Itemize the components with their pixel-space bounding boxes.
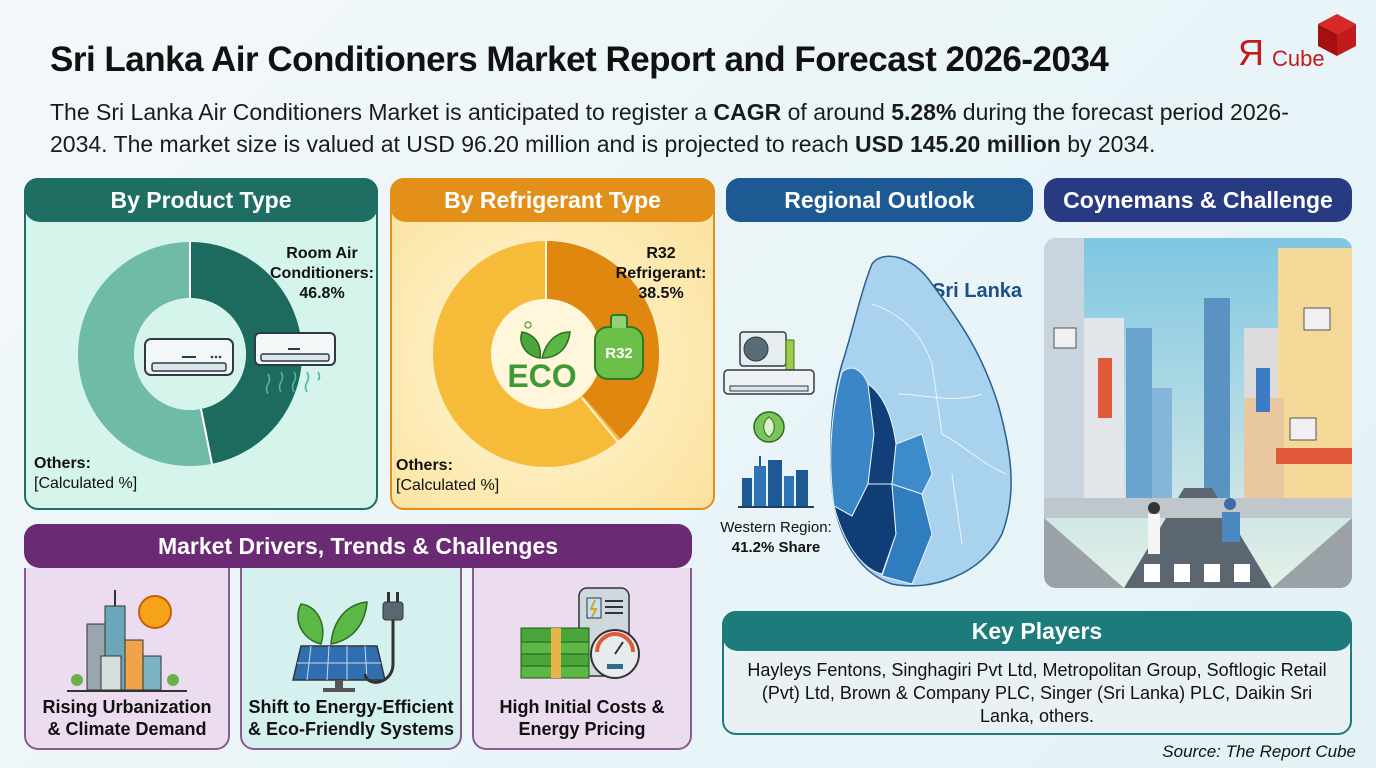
eco-text: ECO: [507, 358, 577, 394]
city-street-illustration: [1044, 238, 1352, 588]
eco-leaf-icon: [520, 321, 571, 359]
sri-lanka-map: [829, 255, 1012, 587]
others-title: Others:: [396, 457, 453, 474]
page-title: Sri Lanka Air Conditioners Market Report…: [50, 40, 1109, 79]
logo-letter: R: [1238, 32, 1264, 73]
label-line: Conditioners:: [270, 265, 374, 282]
driver-energy-efficient: Shift to Energy-Efficient & Eco-Friendly…: [240, 568, 462, 750]
driver-label: High Initial Costs & Energy Pricing: [474, 696, 690, 740]
cube-icon: [1318, 14, 1356, 56]
key-players-title: Key Players: [722, 611, 1352, 651]
western-region-label: Western Region: 41.2% Share: [716, 518, 836, 558]
driver-costs-pricing: High Initial Costs & Energy Pricing: [472, 568, 692, 750]
air-conditioner-icon: [144, 338, 234, 376]
others-label: Others: [Calculated %]: [34, 454, 137, 494]
logo-text: Cube: [1272, 46, 1325, 71]
product-type-title: By Product Type: [24, 178, 378, 222]
coynemans-title: Coynemans & Challenge: [1044, 178, 1352, 222]
driver-line: Rising Urbanization: [42, 697, 212, 717]
tank-label: R32: [605, 344, 633, 362]
country-label: Sri Lanka: [932, 280, 1023, 302]
solar-leaf-plug-icon: [292, 592, 404, 692]
r32-label: R32 Refrigerant: 38.5%: [606, 244, 716, 304]
refrigerant-type-title: By Refrigerant Type: [390, 178, 715, 222]
target-value: USD 145.20 million: [855, 131, 1061, 157]
driver-urbanization: Rising Urbanization & Climate Demand: [24, 568, 230, 750]
market-drivers-title: Market Drivers, Trends & Challenges: [24, 524, 692, 568]
label-line: Refrigerant:: [615, 265, 707, 282]
cagr-label: CAGR: [713, 99, 782, 125]
driver-line: High Initial Costs &: [499, 697, 665, 717]
label-line: R32: [646, 245, 676, 262]
key-players-card: Key Players Hayleys Fentons, Singhagiri …: [722, 611, 1352, 735]
refrigerant-type-card: By Refrigerant Type ECO R32 R32 Refriger…: [390, 178, 715, 510]
key-players-list: Hayleys Fentons, Singhagiri Pvt Ltd, Met…: [747, 660, 1327, 726]
source-note: Source: The Report Cube: [1162, 742, 1356, 761]
regional-outlook-header: Regional Outlook: [726, 178, 1033, 222]
room-ac-value: 46.8%: [299, 285, 345, 302]
city-skyline-icon: [738, 456, 814, 508]
others-title: Others:: [34, 455, 91, 472]
eco-leaf-badge-icon: [753, 411, 785, 443]
driver-label: Shift to Energy-Efficient & Eco-Friendly…: [242, 696, 460, 740]
driver-line: Shift to Energy-Efficient: [248, 697, 454, 717]
product-type-card: By Product Type Room Air Conditioners: 4…: [24, 178, 378, 510]
room-ac-label: Room Air Conditioners: 46.8%: [262, 244, 382, 304]
summary-text: by 2034.: [1060, 131, 1156, 157]
others-value: [Calculated %]: [34, 475, 138, 492]
western-region-title: Western Region:: [720, 519, 832, 536]
market-summary: The Sri Lanka Air Conditioners Market is…: [50, 96, 1340, 160]
summary-text: The Sri Lanka Air Conditioners Market is…: [50, 99, 714, 125]
r32-value: 38.5%: [638, 285, 684, 302]
summary-text: of around: [781, 99, 892, 125]
market-drivers-card: Market Drivers, Trends & Challenges Risi…: [24, 524, 692, 752]
regional-outlook-title: Regional Outlook: [726, 178, 1033, 222]
cagr-value: 5.28%: [891, 99, 957, 125]
others-value: [Calculated %]: [396, 477, 500, 494]
ac-outdoor-unit-icon: [723, 331, 815, 395]
label-line: Room Air: [286, 245, 358, 262]
coynemans-header: Coynemans & Challenge: [1044, 178, 1352, 222]
report-cube-logo: R Cube: [1232, 12, 1362, 73]
driver-label: Rising Urbanization & Climate Demand: [26, 696, 228, 740]
western-region-value: 41.2% Share: [731, 539, 821, 556]
driver-line: & Climate Demand: [47, 719, 207, 739]
summary-text: during the forecast period 2026-2034. Th…: [50, 99, 1289, 157]
tank-valve-icon: [610, 314, 628, 328]
street-scene-image: [1044, 238, 1352, 588]
driver-line: & Eco-Friendly Systems: [247, 719, 455, 739]
city-sun-icon: [67, 590, 187, 692]
others-label: Others: [Calculated %]: [396, 456, 499, 496]
air-conditioner-airflow-icon: [254, 332, 336, 394]
money-meter-icon: [520, 587, 640, 679]
r32-tank-icon: R32: [594, 326, 644, 380]
driver-line: Energy Pricing: [518, 719, 646, 739]
